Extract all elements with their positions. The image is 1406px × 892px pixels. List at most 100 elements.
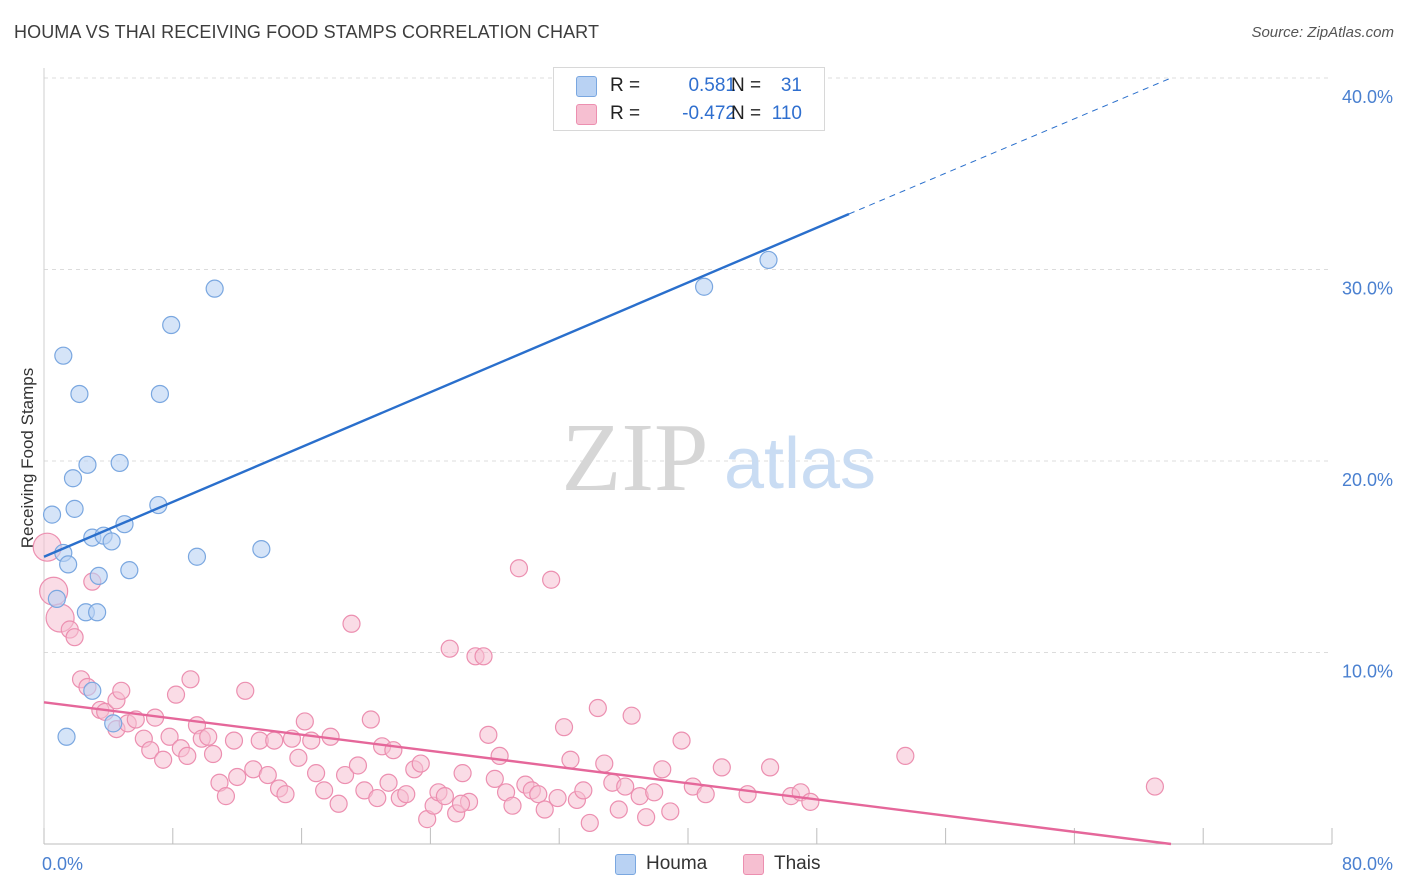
gridlines [44,77,1332,653]
thai-point [258,765,277,785]
thai-point [503,796,522,815]
thai-point [645,783,664,802]
r-value: -0.472 [682,103,736,124]
y-tick-label: 30.0% [1342,279,1393,299]
thai-point [348,756,368,775]
y-tick-label: 10.0% [1342,662,1393,682]
thai-point [181,670,200,689]
thai-point [306,764,326,783]
tick-labels: 10.0% 20.0% 30.0% 40.0% 0.0% 80.0% [42,87,1393,874]
watermark-atlas: atlas [724,424,876,504]
thai-point [166,685,186,704]
thai-point [397,785,416,804]
thai-point [315,781,334,800]
thai-point [154,750,173,769]
thai-point [490,746,509,766]
x-tick-label-max: 80.0% [1342,854,1393,874]
houma-point [54,346,73,365]
series-legend: Houma Thais [0,851,1406,879]
houma-point [42,505,62,524]
houma-point [104,714,123,733]
thai-point [265,731,284,750]
n-label: N = [731,75,762,96]
houma-point [110,453,129,473]
legend-label: Thais [774,853,821,874]
thai-point [203,744,223,764]
thai-point [509,559,529,578]
houma-point [120,561,139,580]
houma-point [205,279,224,298]
thai-point [801,792,820,811]
thai-point [535,800,554,819]
thai-point [178,746,197,766]
houma-swatch [615,854,636,875]
n-label: N = [731,103,762,124]
houma-point [63,469,83,488]
houma-point [88,603,107,622]
thai-point [738,785,757,804]
thai-point [199,727,218,746]
thai-trend-line [43,701,1172,846]
thai-point [637,808,656,827]
thai-point [1145,777,1165,796]
thai-point [65,628,84,647]
thai-point [661,802,680,821]
thai-point [236,681,255,700]
thai-point [896,746,915,766]
thai-point [542,570,561,589]
houma-point [65,499,84,518]
thai-point [112,681,131,700]
thai-point [329,794,348,813]
thai-point [561,750,580,769]
thai-point [276,785,295,804]
thai-point [379,773,398,792]
thai-point [289,748,308,767]
thai-point [588,698,607,718]
thai-point [451,794,471,813]
n-value: 31 [780,75,802,96]
houma-trend-line [43,212,850,558]
thai-point [479,725,498,744]
watermark: ZIP atlas [562,404,877,512]
watermark-zip: ZIP [562,404,709,512]
houma-point [89,566,108,586]
thai-point [672,731,691,750]
y-tick-label: 20.0% [1342,470,1393,490]
y-tick-label: 40.0% [1342,87,1393,107]
thai-point [160,727,179,746]
r-label: R = [610,103,641,124]
thai-point [474,647,493,666]
thai-point [529,785,548,804]
houma-point [252,539,271,559]
thai-point [761,758,780,777]
correlation-legend: R = 0.581 N = 31 R = -0.472 N = 110 [553,67,825,131]
source-label: Source: ZipAtlas.com [1251,24,1394,41]
houma-trend-extension [848,77,1172,215]
houma-point [162,315,181,335]
thai-swatch [743,854,764,875]
thai-point [141,741,160,760]
thai-point [224,731,244,750]
houma-points [42,250,778,746]
thai-point [368,788,387,808]
thai-point [574,781,593,800]
thai-point [361,710,380,729]
thai-point [453,764,472,783]
houma-point [83,681,102,700]
thai-point [696,785,715,804]
n-value: 110 [771,103,802,124]
thai-point [384,741,403,760]
thai-point [616,777,635,796]
thai-point [622,706,641,725]
x-tick-label-min: 0.0% [42,854,83,874]
thai-points [32,532,1165,833]
thai-point [342,614,361,633]
houma-swatch [576,76,597,97]
houma-point [759,250,778,270]
axes [43,68,1333,845]
houma-point [102,532,121,551]
thai-point [216,787,236,806]
houma-point [47,589,66,608]
houma-point [59,555,78,574]
